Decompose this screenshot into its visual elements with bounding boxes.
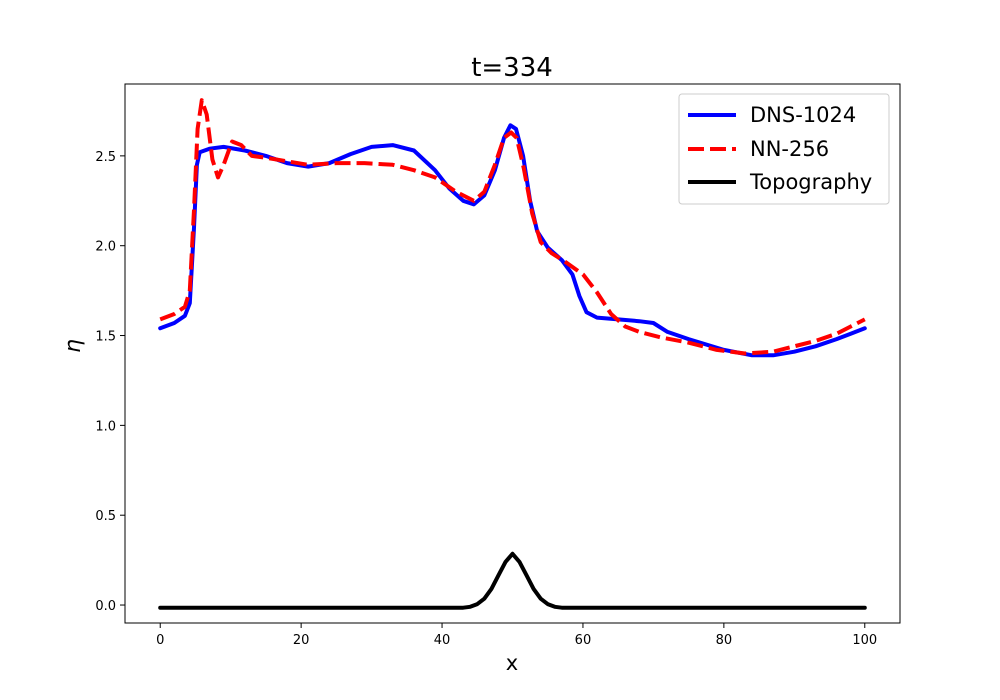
y-axis-ticks: 0.0 0.5 1.0 1.5 2.0 2.5 <box>95 150 125 614</box>
x-tick-label: 80 <box>716 633 733 648</box>
x-tick-label: 60 <box>575 633 592 648</box>
x-axis-label: x <box>506 651 518 675</box>
x-tick-label: 0 <box>156 633 164 648</box>
plot-area-frame <box>124 83 901 624</box>
series-line-dns-1024 <box>158 123 867 358</box>
x-tick-label: 20 <box>293 633 310 648</box>
legend: DNS-1024 NN-256 Topography <box>678 93 890 205</box>
y-tick-label: 0.0 <box>95 599 116 614</box>
y-tick-label: 1.0 <box>95 419 116 434</box>
chart-title: t=334 <box>471 53 553 83</box>
legend-box <box>678 93 890 205</box>
x-tick-label: 40 <box>434 633 451 648</box>
legend-label-dns-1024: DNS-1024 <box>750 103 856 127</box>
legend-label-nn-256: NN-256 <box>750 137 829 161</box>
y-tick-label: 2.0 <box>95 240 116 255</box>
series-line-topography <box>158 551 867 610</box>
legend-label-topography: Topography <box>749 170 872 194</box>
x-axis-ticks: 0 20 40 60 80 100 <box>156 623 877 648</box>
x-tick-label: 100 <box>852 633 877 648</box>
series-line-nn-256 <box>159 98 866 356</box>
y-axis-label: η <box>61 339 86 353</box>
y-tick-label: 1.5 <box>95 330 116 345</box>
series-layer <box>158 98 867 610</box>
y-tick-label: 0.5 <box>95 509 116 524</box>
y-tick-label: 2.5 <box>95 150 116 165</box>
